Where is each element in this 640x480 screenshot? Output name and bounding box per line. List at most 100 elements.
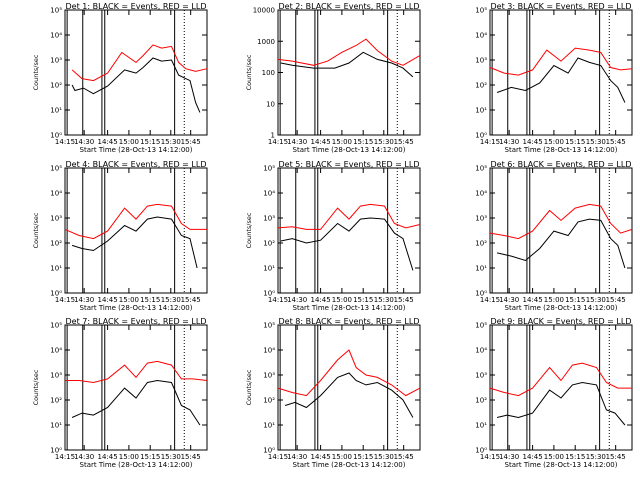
y-tick-label: 10⁴ (263, 190, 275, 198)
y-tick-label: 1 (271, 132, 275, 140)
y-tick-label: 10⁴ (475, 190, 487, 198)
plot-frame (64, 9, 208, 136)
y-tick-label: 10³ (475, 57, 487, 65)
events-series-line (71, 379, 201, 426)
lld-series-line (277, 203, 421, 230)
x-tick-label: 14:30 (287, 453, 307, 461)
panel-title: Det 3: BLACK = Events, RED = LLD (491, 2, 632, 11)
y-tick-label: 10⁵ (50, 165, 62, 173)
y-tick-label: 10² (263, 397, 275, 405)
x-tick-label: 14:30 (74, 453, 94, 461)
panel-title: Det 5: BLACK = Events, RED = LLD (279, 160, 420, 169)
chart-panel: Det 9: BLACK = Events, RED = LLD 10⁰ 10¹ 10… (475, 317, 633, 469)
plot-frame (64, 167, 208, 294)
x-tick-label: 14:45 (311, 138, 331, 146)
plot-frame (64, 324, 208, 451)
x-tick-label: 15:15 (140, 296, 160, 304)
chart-panel: Det 7: BLACK = Events, RED = LLD Counts/s… (32, 317, 208, 469)
panel-title: Det 8: BLACK = Events, RED = LLD (279, 317, 420, 326)
y-tick-label: 10¹ (263, 265, 275, 273)
x-tick-label: 15:00 (332, 138, 352, 146)
plot-frame (489, 324, 633, 451)
y-tick-label: 10¹ (263, 422, 275, 430)
panel-title: Det 9: BLACK = Events, RED = LLD (491, 317, 632, 326)
x-tick-label: 15:15 (565, 296, 585, 304)
x-tick-label: 15:30 (374, 296, 394, 304)
x-tick-label: 14:45 (98, 453, 118, 461)
x-tick-label: 15:00 (119, 453, 139, 461)
plot-frame (277, 9, 421, 136)
x-tick-label: 15:15 (353, 138, 373, 146)
x-tick-label: 15:30 (586, 453, 606, 461)
y-tick-label: 10³ (475, 372, 487, 380)
x-tick-label: 15:15 (140, 453, 160, 461)
y-tick-label: 10¹ (475, 422, 487, 430)
events-series-line (284, 372, 414, 418)
x-tick-label: 14:45 (523, 296, 543, 304)
x-axis-label: Start Time (28-Oct-13 14:12:00) (293, 304, 406, 312)
y-axis-label: Counts/sec (245, 212, 253, 248)
y-tick-label: 10⁰ (263, 447, 275, 455)
x-tick-label: 15:30 (374, 453, 394, 461)
y-tick-label: 10³ (50, 215, 62, 223)
y-tick-label: 10⁴ (50, 347, 62, 355)
x-tick-label: 15:45 (181, 296, 201, 304)
x-tick-label: 15:00 (119, 296, 139, 304)
y-tick-label: 10⁵ (50, 322, 62, 330)
y-tick-label: 10 (266, 100, 275, 108)
chart-panel: Det 6: BLACK = Events, RED = LLD 10⁰ 10¹ 10… (475, 160, 633, 312)
x-tick-label: 15:00 (544, 453, 564, 461)
y-tick-label: 10⁴ (263, 347, 275, 355)
y-tick-label: 10² (475, 240, 487, 248)
y-tick-label: 10³ (50, 372, 62, 380)
y-tick-label: 10¹ (50, 422, 62, 430)
chart-panel: Det 8: BLACK = Events, RED = LLD Counts/s… (245, 317, 421, 469)
x-tick-label: 15:30 (374, 138, 394, 146)
x-tick-label: 15:30 (161, 138, 181, 146)
y-tick-label: 10⁴ (50, 190, 62, 198)
events-series-line (280, 217, 414, 271)
y-tick-label: 10³ (263, 215, 275, 223)
x-tick-label: 14:30 (499, 296, 519, 304)
x-tick-label: 15:00 (119, 138, 139, 146)
x-axis-label: Start Time (28-Oct-13 14:12:00) (293, 461, 406, 469)
x-tick-label: 14:45 (523, 453, 543, 461)
x-tick-label: 15:30 (161, 453, 181, 461)
y-tick-label: 10⁴ (475, 32, 487, 40)
x-tick-label: 15:00 (544, 138, 564, 146)
x-tick-label: 15:45 (606, 453, 626, 461)
y-tick-label: 100 (262, 69, 275, 77)
x-tick-label: 15:30 (161, 296, 181, 304)
x-axis-label: Start Time (28-Oct-13 14:12:00) (505, 146, 618, 154)
y-tick-label: 10⁵ (50, 7, 62, 15)
lld-series-line (71, 44, 208, 82)
panel-title: Det 7: BLACK = Events, RED = LLD (66, 317, 207, 326)
lld-series-line (65, 360, 208, 384)
x-tick-label: 15:00 (332, 296, 352, 304)
y-tick-label: 10³ (50, 57, 62, 65)
x-tick-label: 14:15 (268, 138, 288, 146)
x-tick-label: 14:30 (287, 138, 307, 146)
chart-panel: Det 3: BLACK = Events, RED = LLD 10⁰ 10¹ 10… (475, 2, 633, 154)
y-tick-label: 1000 (257, 38, 275, 46)
x-tick-label: 15:45 (606, 138, 626, 146)
y-tick-label: 10⁰ (475, 132, 487, 140)
x-tick-label: 14:15 (55, 138, 75, 146)
x-tick-label: 14:30 (287, 296, 307, 304)
x-tick-label: 15:45 (394, 138, 414, 146)
plot-frame (489, 167, 633, 294)
lld-series-line (277, 349, 421, 397)
x-tick-label: 15:15 (565, 138, 585, 146)
x-tick-label: 15:45 (181, 453, 201, 461)
x-tick-label: 14:45 (98, 296, 118, 304)
plot-frame (277, 324, 421, 451)
y-tick-label: 10¹ (475, 107, 487, 115)
y-tick-label: 10⁵ (263, 322, 275, 330)
x-axis-label: Start Time (28-Oct-13 14:12:00) (505, 461, 618, 469)
y-tick-label: 10¹ (50, 265, 62, 273)
x-tick-label: 15:15 (353, 296, 373, 304)
panel-title: Det 6: BLACK = Events, RED = LLD (491, 160, 632, 169)
x-tick-label: 15:45 (606, 296, 626, 304)
y-axis-label: Counts/sec (32, 369, 40, 405)
